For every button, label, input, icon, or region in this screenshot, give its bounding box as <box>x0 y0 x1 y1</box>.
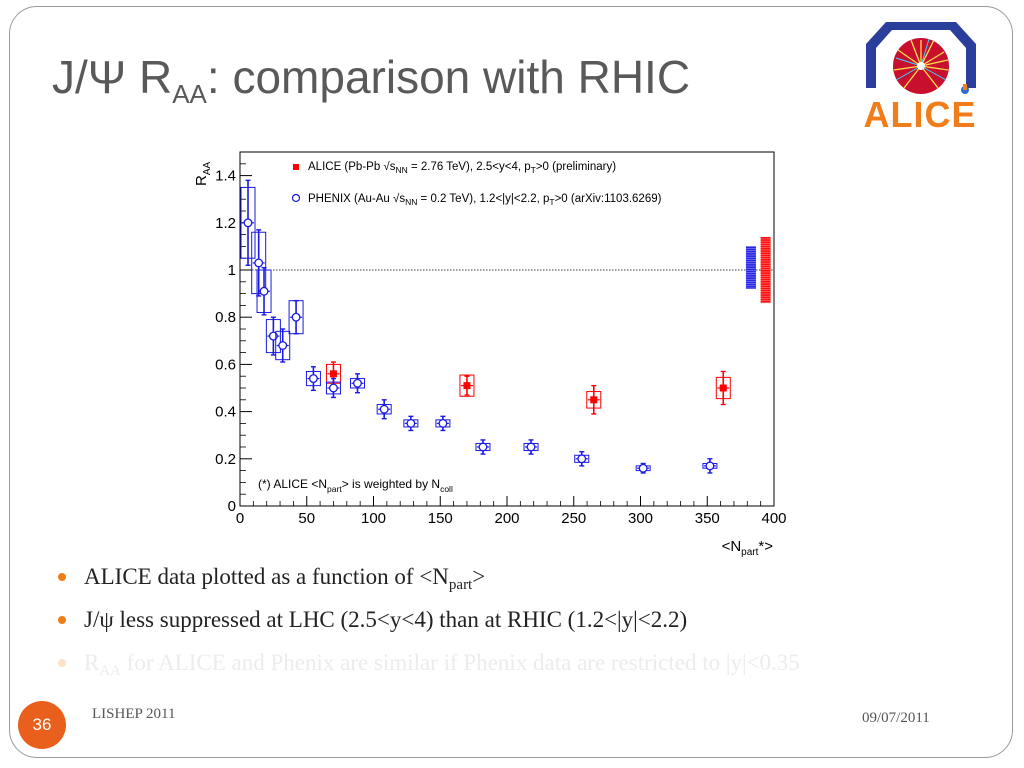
y-tick-label: 0.8 <box>215 309 236 326</box>
x-tick-label: 200 <box>494 510 519 527</box>
phenix-point <box>259 286 269 296</box>
legend-entry-alice: ALICE (Pb-Pb √sNN = 2.76 TeV), 2.5<y<4, … <box>308 160 616 175</box>
bullet-list: ALICE data plotted as a function of <Npa… <box>54 560 1004 689</box>
phenix-point <box>705 461 715 471</box>
y-axis-label: RAA <box>193 161 213 186</box>
x-tick-label: 350 <box>695 510 720 527</box>
phenix-global-syst <box>745 246 756 289</box>
alice-point <box>463 382 471 390</box>
sqrt-icon: √ <box>393 192 400 205</box>
x-tick-label: 50 <box>298 510 315 527</box>
footer-date: 09/07/2011 <box>862 710 930 726</box>
phenix-point <box>638 463 648 473</box>
phenix-point <box>254 258 264 268</box>
phenix-point <box>243 218 253 228</box>
alice-point <box>719 384 727 392</box>
y-tick-label: 0.6 <box>215 356 236 373</box>
bullet-dot-icon <box>58 573 66 581</box>
slide-title: J/Ψ RAA: comparison with RHIC <box>52 51 691 109</box>
y-tick-label: 0.2 <box>215 451 236 468</box>
phenix-point <box>478 442 488 452</box>
bullet-item: ALICE data plotted as a function of <Npa… <box>54 560 1004 603</box>
phenix-point <box>526 442 536 452</box>
alice-point <box>329 370 337 378</box>
bullet-dot-icon <box>58 616 66 624</box>
x-tick-label: 150 <box>428 510 453 527</box>
phenix-point <box>278 341 288 350</box>
slide-frame <box>9 6 1013 758</box>
phenix-point <box>406 418 416 428</box>
y-tick-label: 1 <box>228 262 236 279</box>
x-tick-label: 250 <box>561 510 586 527</box>
bullet-item: J/ψ less suppressed at LHC (2.5<y<4) tha… <box>54 603 1004 646</box>
syst-box <box>459 374 475 397</box>
bullet-dot-icon <box>58 659 66 667</box>
phenix-point <box>308 374 318 384</box>
x-tick-label: 400 <box>761 510 786 527</box>
phenix-point <box>577 454 587 464</box>
x-axis-label: <Npart*> <box>722 538 774 558</box>
x-tick-label: 300 <box>628 510 653 527</box>
page-number-badge: 36 <box>18 701 66 749</box>
legend-marker-alice <box>293 164 299 170</box>
y-tick-label: 0.4 <box>215 404 236 421</box>
legend-marker-phenix <box>291 193 301 203</box>
chart-annotation: (*) ALICE <Npart> is weighted by Ncoll <box>258 477 453 494</box>
alice-logo-icon <box>866 22 976 94</box>
chart-legend: ALICE (Pb-Pb √sNN = 2.76 TeV), 2.5<y<4, … <box>291 160 662 207</box>
sqrt-icon: √ <box>383 160 390 173</box>
y-tick-label: 1.4 <box>215 168 236 185</box>
bullet-item: RAA for ALICE and Phenix are similar if … <box>54 646 1004 689</box>
raa-chart: 0 50 100 150 200 250 300 350 400 0 0.2 0.4 0.6 0.8 1 1.… <box>193 151 787 558</box>
plot-area <box>239 151 775 507</box>
phenix-point <box>438 418 448 428</box>
y-tick-label: 0 <box>228 498 236 515</box>
y-tick-label: 1.2 <box>215 215 236 232</box>
footer-event-name: LISHEP 2011 <box>92 706 176 722</box>
x-tick-label: 0 <box>236 510 244 527</box>
alice-point <box>590 396 598 404</box>
phenix-point <box>379 404 389 414</box>
phenix-point <box>353 378 362 388</box>
phenix-point <box>291 312 301 322</box>
alice-logo-text: ALICE <box>863 94 977 135</box>
phenix-point <box>328 383 338 393</box>
legend-entry-phenix: PHENIX (Au-Au √sNN = 0.2 TeV), 1.2<|y|<2… <box>308 192 662 207</box>
x-tick-label: 100 <box>361 510 386 527</box>
